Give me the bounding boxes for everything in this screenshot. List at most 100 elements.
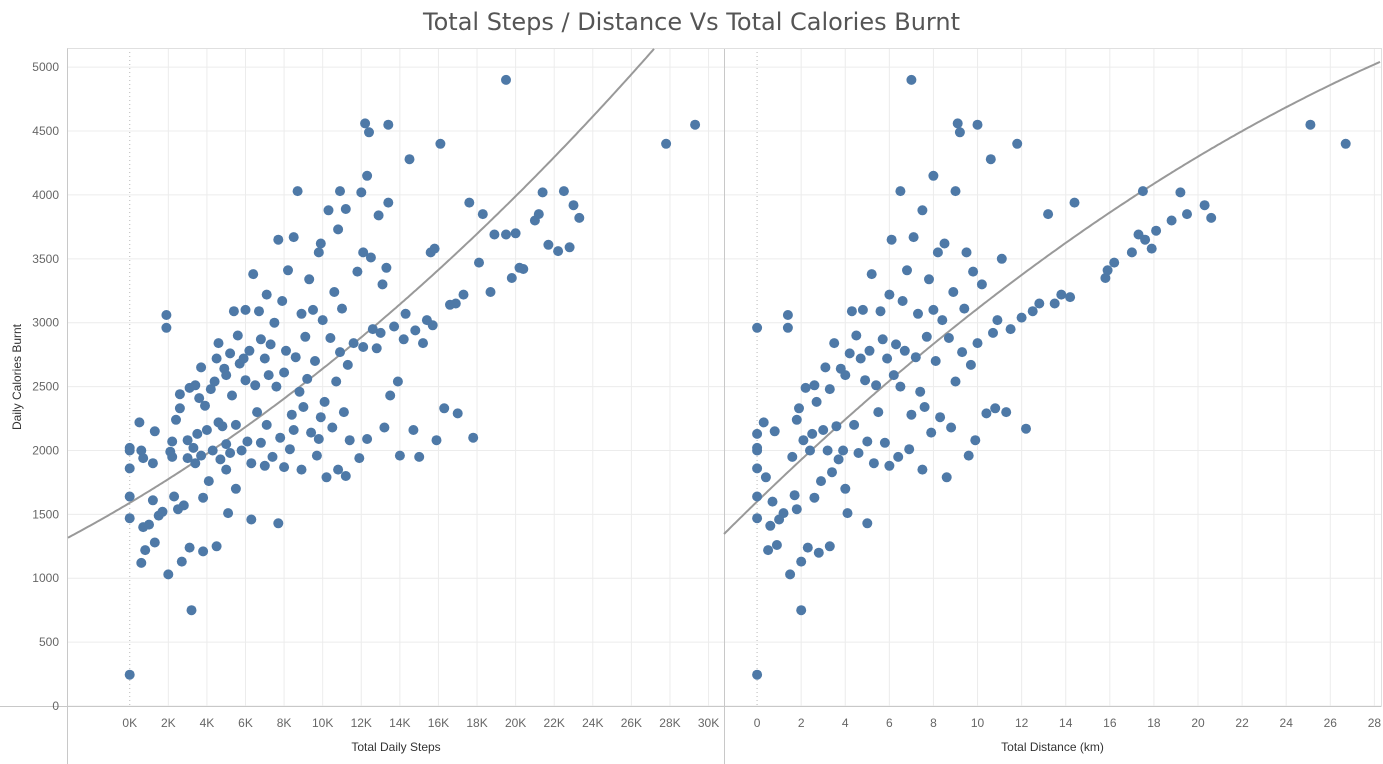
data-point — [207, 445, 218, 456]
data-point — [414, 451, 425, 462]
data-point — [259, 460, 270, 471]
data-point — [968, 266, 979, 277]
data-point — [917, 205, 928, 216]
y-tick-label: 3000 — [32, 316, 59, 330]
data-point — [752, 513, 763, 524]
data-point — [791, 504, 802, 515]
data-point — [296, 464, 307, 475]
data-point — [182, 435, 193, 446]
y-tick-label: 3500 — [32, 252, 59, 266]
data-point — [895, 381, 906, 392]
data-point — [558, 186, 569, 197]
data-point — [910, 352, 921, 363]
data-point — [952, 118, 963, 129]
data-point — [335, 347, 345, 358]
data-point — [771, 540, 782, 550]
data-point — [140, 545, 151, 556]
data-point — [174, 389, 185, 400]
data-point — [1182, 209, 1192, 220]
data-point — [758, 417, 769, 428]
data-point — [827, 467, 837, 478]
data-point — [1109, 257, 1120, 268]
data-point — [398, 334, 409, 345]
data-point — [882, 353, 893, 364]
x-tick-label: 26 — [1324, 716, 1338, 730]
data-point — [996, 253, 1007, 264]
data-point — [290, 352, 301, 363]
x-tick-label: 30K — [698, 716, 719, 730]
x-tick-label: 2 — [798, 716, 805, 730]
data-point — [518, 264, 529, 274]
data-point — [458, 289, 469, 300]
chart-frame — [0, 48, 1382, 764]
data-point — [298, 402, 309, 412]
data-point — [263, 370, 274, 381]
data-point — [261, 289, 272, 300]
data-point — [250, 380, 261, 391]
data-point — [1102, 265, 1113, 276]
data-point — [805, 445, 815, 456]
data-point — [213, 338, 224, 349]
data-point — [246, 458, 257, 469]
data-point — [904, 444, 915, 455]
data-point — [564, 242, 575, 253]
x-tick-label: 22 — [1235, 716, 1249, 730]
trend-line — [723, 60, 1381, 535]
data-point — [1146, 243, 1157, 254]
data-point — [281, 345, 291, 356]
data-point — [985, 154, 996, 165]
y-axis-title: Daily Calories Burnt — [10, 323, 24, 430]
x-tick-label: 2K — [161, 716, 176, 730]
data-point — [1021, 423, 1031, 434]
data-point — [895, 186, 906, 197]
data-point — [319, 396, 330, 407]
data-point — [211, 541, 222, 552]
data-point — [124, 491, 135, 502]
x-tick-label: 6K — [238, 716, 253, 730]
data-point — [1016, 312, 1027, 323]
data-point — [227, 390, 237, 401]
data-point — [919, 402, 930, 412]
data-point — [957, 347, 968, 358]
data-point — [844, 348, 855, 359]
x-tick-label: 26K — [621, 716, 642, 730]
data-point — [362, 434, 373, 444]
data-point — [358, 247, 369, 258]
data-point — [240, 304, 251, 315]
data-point — [333, 224, 344, 235]
data-point — [842, 508, 853, 519]
data-point — [255, 437, 266, 448]
data-point — [690, 119, 701, 130]
data-point — [400, 308, 411, 319]
data-point — [221, 370, 232, 381]
data-point — [147, 458, 158, 469]
data-point — [767, 496, 778, 507]
data-point — [930, 356, 941, 366]
data-point — [568, 200, 579, 211]
data-point — [778, 508, 789, 519]
data-point — [358, 342, 369, 352]
data-point — [408, 425, 419, 435]
data-point — [1012, 138, 1023, 149]
data-point — [988, 327, 998, 338]
data-point — [383, 119, 394, 130]
data-point — [926, 427, 937, 438]
data-point — [464, 197, 475, 208]
data-point — [782, 310, 793, 320]
data-point — [317, 315, 328, 326]
y-tick-label: 500 — [39, 635, 59, 649]
data-point — [269, 317, 280, 328]
data-point — [802, 542, 813, 553]
data-point — [939, 238, 950, 249]
x-tick-label: 14K — [389, 716, 410, 730]
data-point — [138, 453, 149, 464]
data-point — [385, 390, 396, 401]
data-point — [928, 304, 939, 315]
data-point — [1034, 298, 1045, 309]
data-point — [1166, 215, 1177, 226]
data-point — [452, 408, 463, 419]
data-point — [273, 234, 284, 245]
data-point — [574, 212, 585, 223]
data-point — [244, 345, 255, 356]
data-point — [373, 210, 384, 221]
